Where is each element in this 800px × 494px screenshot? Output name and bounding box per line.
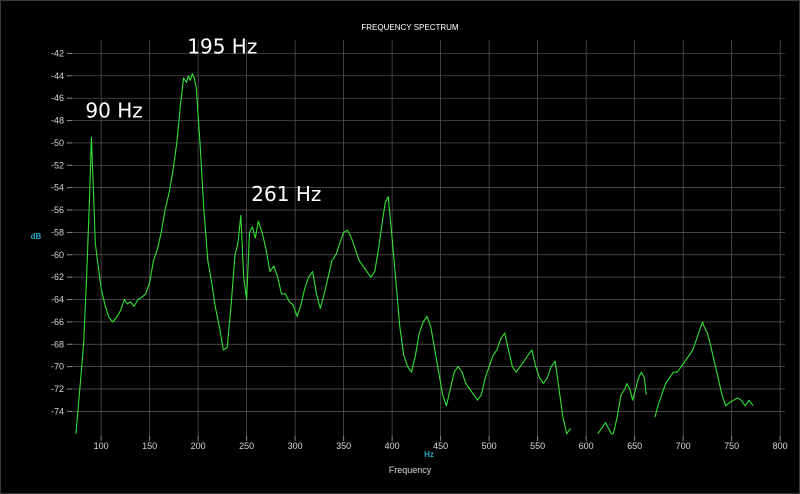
x-tick-label: 650 [627, 441, 642, 451]
y-tick-label: -50 [51, 138, 64, 148]
y-tick-label: -54 [51, 183, 64, 193]
y-tick-label: -48 [51, 116, 64, 126]
y-axis-label: dB [31, 232, 42, 241]
x-tick-label: 150 [142, 441, 157, 451]
x-tick-label: 300 [288, 441, 303, 451]
y-tick-label: -62 [51, 272, 64, 282]
y-tick-label: -64 [51, 295, 64, 305]
x-tick-label: 750 [724, 441, 739, 451]
spectrum-series [75, 73, 754, 435]
x-tick-label: 250 [239, 441, 254, 451]
grid [72, 40, 785, 436]
peak-annotations: 90 Hz 195 Hz 261 Hz [85, 35, 321, 207]
x-tick-label: 450 [433, 441, 448, 451]
peak-label: 195 Hz [187, 35, 257, 59]
spectrum-line-segment [597, 371, 647, 435]
x-tick-label: 200 [191, 441, 206, 451]
x-tick-label: 600 [579, 441, 594, 451]
y-tick-label: -66 [51, 317, 64, 327]
y-tick-label: -52 [51, 160, 64, 170]
axis-ticks: 100 150 200 250 300 350 400 450 500 550 600 650 700 7… [51, 48, 788, 451]
y-tick-label: -44 [51, 71, 64, 81]
peak-label: 90 Hz [85, 98, 142, 122]
y-tick-label: -56 [51, 205, 64, 215]
y-tick-label: -72 [51, 384, 64, 394]
y-tick-label: -74 [51, 406, 64, 416]
spectrum-line-segment [75, 73, 572, 435]
peak-label: 261 Hz [251, 182, 321, 206]
y-tick-label: -70 [51, 362, 64, 372]
x-tick-label: 400 [385, 441, 400, 451]
y-tick-label: -42 [51, 48, 64, 58]
x-tick-label: 550 [530, 441, 545, 451]
x-tick-label: 100 [94, 441, 109, 451]
x-axis-label: Frequency [389, 465, 432, 475]
x-axis-unit: Hz [424, 450, 434, 459]
y-tick-label: -58 [51, 227, 64, 237]
spectrum-line-segment [654, 321, 754, 418]
y-tick-label: -68 [51, 339, 64, 349]
x-tick-label: 700 [676, 441, 691, 451]
x-tick-label: 350 [336, 441, 351, 451]
y-tick-label: -46 [51, 93, 64, 103]
y-tick-label: -60 [51, 250, 64, 260]
chart-title: FREQUENCY SPECTRUM [361, 23, 459, 32]
x-tick-label: 800 [773, 441, 788, 451]
x-tick-label: 500 [482, 441, 497, 451]
